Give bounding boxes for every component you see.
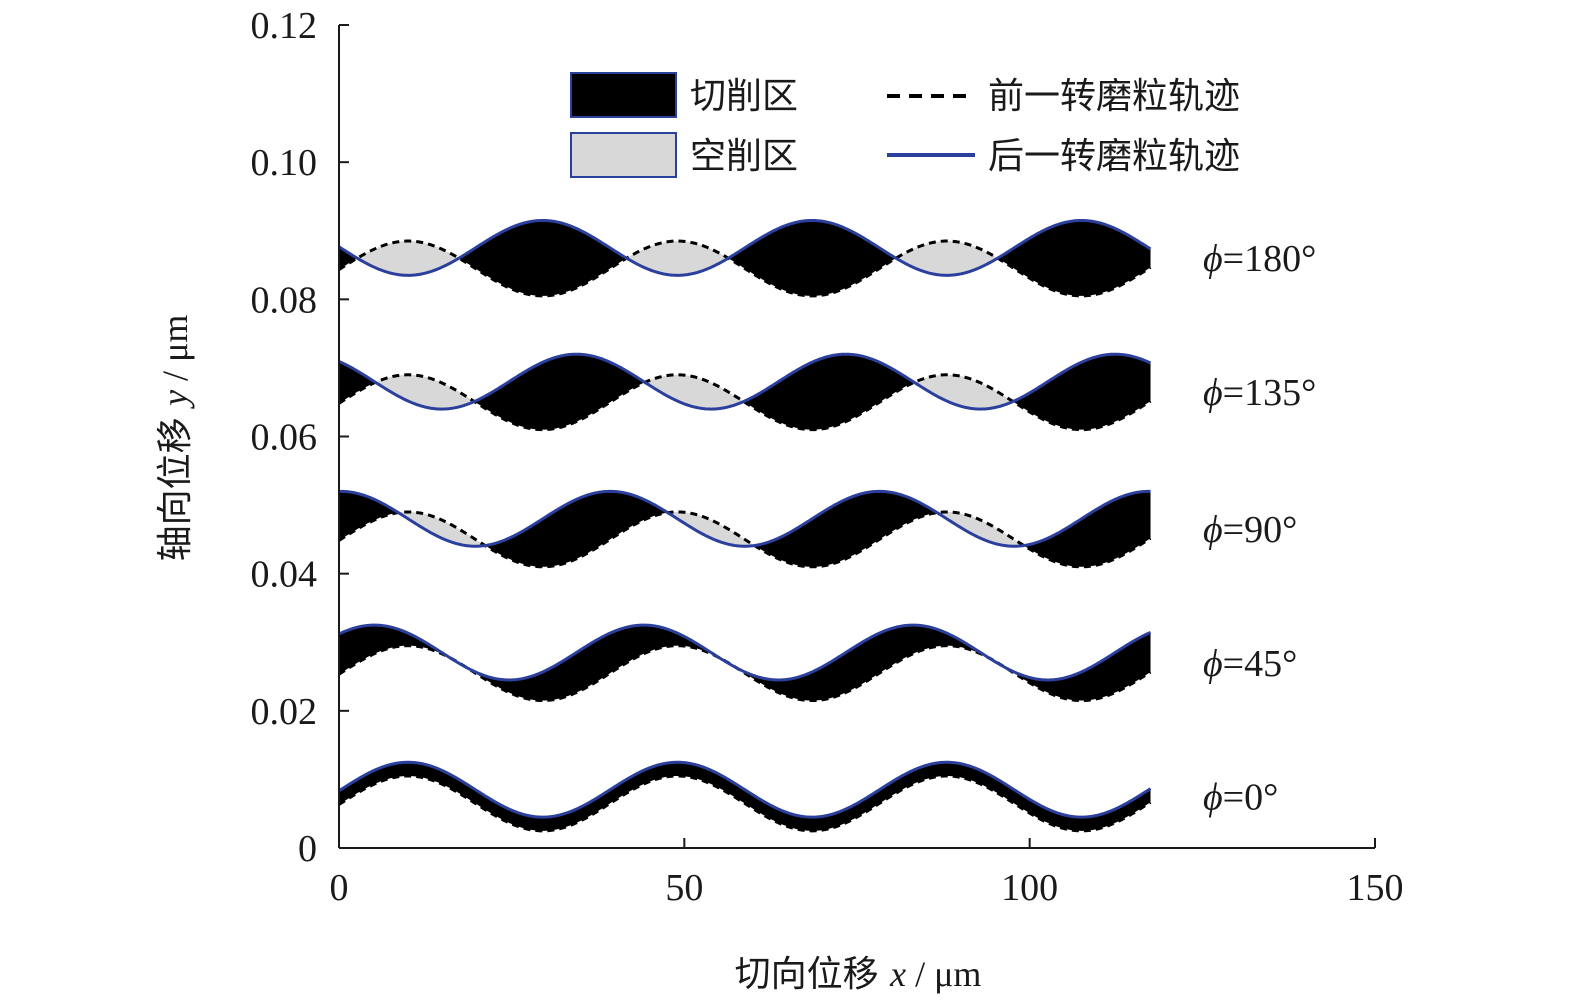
- cut-zone-region: [475, 354, 647, 430]
- previous-track-line: [338, 774, 1152, 833]
- phase-label: ϕ=135°: [1203, 372, 1316, 414]
- y-tick-label: 0.02: [251, 691, 318, 733]
- curve-group-phi-135: [338, 352, 1152, 432]
- idle-zone-region: [938, 511, 1025, 547]
- legend-swatch-cut-zone: [570, 72, 677, 118]
- x-tick-label: 0: [330, 867, 349, 909]
- phase-value: =90°: [1223, 509, 1298, 551]
- x-axis-ticks: 0 50 100 150: [330, 838, 1404, 909]
- cut-zone-region: [744, 354, 916, 430]
- curve-group-phi-0: [338, 760, 1152, 833]
- y-tick-label: 0.12: [251, 5, 318, 47]
- phase-labels: ϕ=0°ϕ=45°ϕ=90°ϕ=135°ϕ=180°: [1203, 238, 1316, 818]
- phase-value: =180°: [1223, 238, 1317, 280]
- next-track-line: [338, 352, 1152, 411]
- cut-zone-region: [486, 491, 670, 567]
- legend-label-previous-track: 前一转磨粒轨迹: [988, 76, 1240, 117]
- y-tick-label: 0.06: [251, 417, 318, 459]
- idle-zone-region: [357, 241, 460, 276]
- next-track-line: [338, 623, 1152, 682]
- previous-track-line: [338, 510, 1152, 569]
- curve-group-phi-45: [338, 623, 1152, 703]
- y-tick-label: 0: [298, 828, 317, 870]
- cut-zone-region: [997, 220, 1151, 296]
- curve-group-phi-90: [338, 489, 1152, 569]
- legend: 切削区 空削区 前一转磨粒轨迹 后一转磨粒轨迹: [570, 72, 1240, 178]
- cut-zone-region: [736, 625, 990, 701]
- idle-zone-region: [915, 374, 1014, 410]
- y-tick-label: 0.10: [251, 142, 318, 184]
- legend-swatch-idle-zone: [570, 132, 677, 178]
- cut-zone-region: [339, 625, 452, 675]
- plot-curves: [338, 218, 1152, 833]
- next-track-line: [338, 218, 1152, 277]
- legend-label-next-track: 后一转磨粒轨迹: [988, 136, 1240, 177]
- x-tick-label: 150: [1347, 867, 1404, 909]
- cut-zone-region: [755, 491, 939, 567]
- y-axis-ticks: 0 0.02 0.04 0.06 0.08 0.10 0.12: [251, 5, 349, 870]
- phase-label: ϕ=0°: [1203, 777, 1278, 819]
- phase-label: ϕ=45°: [1203, 643, 1297, 685]
- cut-zone-region: [1013, 354, 1151, 430]
- idle-zone-region: [896, 241, 998, 276]
- cut-zone-region: [339, 762, 1151, 831]
- phase-symbol: ϕ: [1203, 372, 1223, 414]
- phase-value: =135°: [1223, 372, 1317, 414]
- phase-symbol: ϕ: [1203, 238, 1223, 280]
- legend-label-idle-zone: 空削区: [690, 136, 798, 177]
- cut-zone-region: [1024, 491, 1151, 567]
- phase-label: ϕ=180°: [1203, 238, 1316, 280]
- cut-zone-region: [339, 246, 358, 270]
- cut-zone-region: [339, 491, 399, 541]
- cut-zone-region: [339, 361, 376, 404]
- idle-zone-region: [375, 374, 476, 410]
- phase-value: =45°: [1223, 643, 1298, 685]
- previous-track-line: [338, 239, 1152, 298]
- cut-zone-region: [467, 625, 721, 701]
- y-tick-label: 0.04: [251, 554, 318, 596]
- y-axis-title: 轴向位移 y / μm: [155, 315, 196, 562]
- next-track-line: [338, 760, 1152, 819]
- x-tick-label: 50: [665, 867, 703, 909]
- idle-zone-region: [669, 511, 756, 547]
- idle-zone-region: [398, 511, 487, 547]
- next-track-line: [338, 489, 1151, 548]
- curve-group-phi-180: [338, 218, 1152, 298]
- legend-label-cut-zone: 切削区: [690, 76, 798, 117]
- y-tick-label: 0.08: [251, 279, 318, 321]
- phase-symbol: ϕ: [1203, 643, 1223, 685]
- x-axis-title: 切向位移 x / μm: [735, 954, 982, 995]
- idle-zone-region: [627, 241, 729, 276]
- phase-label: ϕ=90°: [1203, 509, 1297, 551]
- cut-zone-region: [459, 220, 628, 296]
- phase-symbol: ϕ: [1203, 509, 1223, 551]
- phase-symbol: ϕ: [1203, 777, 1223, 819]
- cut-zone-region: [1007, 632, 1151, 701]
- cut-zone-region: [728, 220, 897, 296]
- idle-zone-region: [646, 374, 745, 410]
- phase-value: =0°: [1223, 777, 1279, 819]
- x-tick-label: 100: [1001, 867, 1058, 909]
